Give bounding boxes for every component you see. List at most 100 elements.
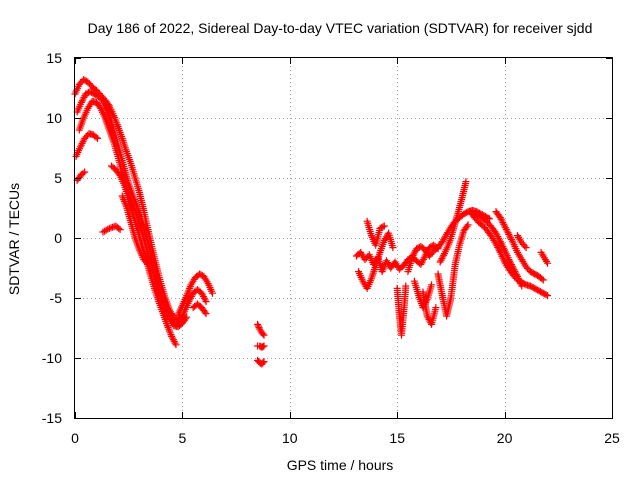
data-point: [200, 294, 208, 302]
series-arc-19: [404, 206, 494, 276]
data-point: [169, 334, 177, 342]
data-point: [187, 293, 195, 301]
series-arc-21: [419, 288, 440, 328]
data-point: [79, 138, 87, 146]
axis-ticks: [75, 58, 613, 419]
data-point: [497, 239, 505, 247]
data-point: [542, 291, 550, 299]
data-point: [439, 253, 447, 261]
data-point: [492, 240, 500, 248]
data-point: [503, 227, 511, 235]
data-point: [172, 341, 180, 349]
data-point: [497, 215, 505, 223]
x-axis-tick-labels: 0 5 10 15 20 25: [71, 430, 620, 446]
data-point: [544, 259, 552, 267]
data-point: [198, 289, 206, 297]
data-point: [508, 237, 516, 245]
x-tick-label: 20: [497, 430, 513, 446]
series-arc-17: [363, 217, 388, 249]
data-point: [389, 244, 397, 252]
data-point: [521, 242, 529, 250]
x-tick-label: 15: [389, 430, 405, 446]
data-point: [410, 250, 418, 258]
data-point: [104, 225, 112, 233]
data-point: [79, 169, 87, 177]
series-arc-9: [174, 270, 216, 319]
data-point: [116, 226, 124, 234]
series-arc-24: [466, 208, 552, 300]
data-point: [254, 322, 262, 330]
data-point: [507, 234, 515, 242]
data-point: [423, 312, 431, 320]
chart-title: Day 186 of 2022, Sidereal Day-to-day VTE…: [88, 20, 593, 36]
data-point: [508, 262, 516, 270]
data-point: [495, 234, 503, 242]
data-point: [493, 231, 501, 239]
data-point: [494, 233, 502, 241]
data-point: [260, 358, 268, 366]
y-tick-label: -15: [42, 410, 62, 426]
data-point: [498, 241, 506, 249]
series-arc-6: [99, 222, 124, 236]
data-point: [168, 332, 176, 340]
data-point: [185, 298, 193, 306]
data-point: [493, 242, 501, 250]
data-point: [115, 224, 123, 232]
y-axis-label: SDTVAR / TECUs: [6, 183, 22, 295]
data-point: [79, 95, 87, 103]
y-tick-label: 15: [46, 50, 62, 66]
data-point: [437, 256, 445, 264]
data-point: [510, 266, 518, 274]
data-point: [420, 254, 428, 262]
series-arc-5: [73, 168, 89, 184]
series-arc-4: [72, 130, 102, 160]
x-tick-label: 10: [282, 430, 298, 446]
data-point: [379, 223, 387, 231]
data-point: [418, 259, 426, 267]
data-point: [80, 93, 88, 101]
data-point: [199, 293, 207, 301]
data-point: [77, 98, 85, 106]
data-point: [432, 304, 440, 312]
data-point: [501, 224, 509, 232]
data-point: [380, 222, 388, 230]
data-point: [202, 310, 210, 318]
data-point: [512, 269, 520, 277]
data-point: [408, 253, 416, 261]
data-point: [507, 235, 515, 243]
data-point: [411, 248, 419, 256]
series-arc-22: [434, 221, 472, 320]
data-point: [419, 255, 427, 263]
series-arc-16: [355, 229, 397, 292]
y-axis-tick-labels: -15 -10 -5 0 5 10 15: [42, 50, 62, 426]
series-arc-28: [537, 248, 552, 267]
data-point: [522, 244, 530, 252]
data-point: [499, 219, 507, 227]
data-point: [425, 315, 433, 323]
series-arc-8: [108, 162, 180, 349]
data-point: [506, 257, 514, 265]
data-point: [171, 339, 179, 347]
y-tick-label: 5: [54, 170, 62, 186]
data-point: [170, 337, 178, 345]
data-point: [260, 331, 268, 339]
data-point: [492, 229, 500, 237]
series-arc-25: [471, 210, 526, 290]
data-point: [78, 139, 86, 147]
data-point: [500, 220, 508, 228]
data-point: [201, 296, 209, 304]
data-point: [438, 255, 446, 263]
data-point: [506, 232, 514, 240]
data-point: [78, 97, 86, 105]
data-point: [409, 252, 417, 260]
data-point: [169, 336, 177, 344]
series-arc-14: [254, 356, 268, 368]
x-tick-label: 0: [71, 430, 79, 446]
data-point: [187, 294, 195, 302]
data-point: [539, 276, 547, 284]
data-point: [494, 243, 502, 251]
data-point: [76, 143, 84, 151]
data-point: [502, 225, 510, 233]
data-point: [513, 271, 521, 279]
data-point: [538, 275, 546, 283]
